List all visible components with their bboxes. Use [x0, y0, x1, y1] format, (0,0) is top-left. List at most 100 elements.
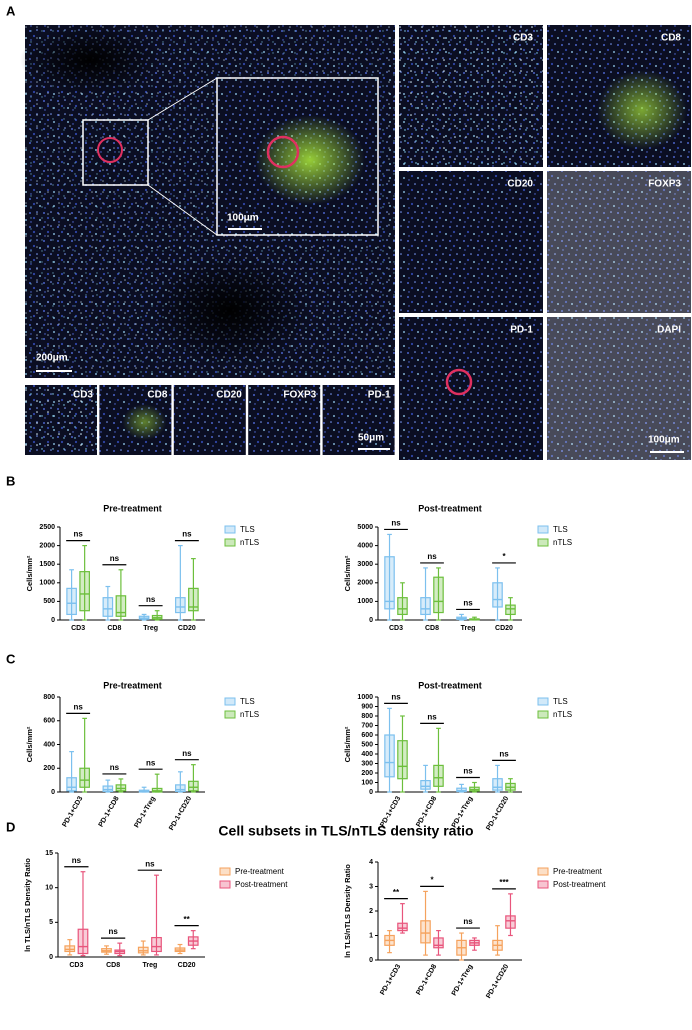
legend-label: Post-treatment: [235, 880, 288, 889]
significance-label: ns: [73, 702, 83, 711]
y-tick-label: 1000: [357, 694, 373, 701]
scale-label: 100μm: [227, 213, 259, 224]
x-tick-label: CD3: [69, 962, 83, 969]
significance-label: ns: [463, 599, 473, 608]
zoom-line: [147, 184, 218, 236]
significance-label: ns: [182, 749, 192, 758]
y-axis-label: Cells/mm²: [343, 555, 352, 591]
pd1-ring: [97, 137, 123, 163]
significance-label: ns: [499, 750, 509, 759]
channel-image: [399, 171, 543, 313]
x-tick-label: CD8: [107, 625, 121, 632]
box: [77, 928, 89, 955]
channel-label: FOXP3: [648, 179, 681, 190]
panel-label: C: [6, 651, 16, 666]
legend-swatch: [537, 525, 549, 534]
legend-label: TLS: [553, 525, 568, 534]
legend-swatch: [219, 867, 231, 876]
box: [397, 597, 408, 616]
y-axis-label: Cells/mm²: [25, 726, 34, 762]
box: [151, 936, 162, 953]
y-tick-label: 4000: [357, 542, 373, 549]
pd1-ring: [266, 135, 300, 169]
inset-box: [82, 119, 149, 186]
legend-swatch: [537, 867, 549, 876]
box: [397, 740, 408, 780]
channel-label: CD8: [661, 33, 681, 44]
legend-label: TLS: [553, 697, 568, 706]
box: [384, 556, 395, 610]
legend-label: nTLS: [240, 710, 259, 719]
y-axis-label: ln TLS/nTLS Density Ratio: [23, 858, 32, 952]
y-tick-label: 400: [43, 741, 55, 748]
zoom-line: [147, 77, 218, 121]
y-tick-label: 1500: [39, 561, 55, 568]
y-tick-label: 4: [369, 859, 373, 866]
box: [384, 734, 395, 778]
x-tick-label: CD20: [495, 625, 513, 632]
cd8-signal: [122, 404, 167, 440]
legend-swatch: [537, 538, 549, 547]
legend-swatch: [537, 697, 549, 706]
y-tick-label: 200: [43, 765, 55, 772]
cd8-signal: [597, 70, 687, 150]
channel-image: [547, 317, 691, 460]
significance-label: **: [393, 888, 400, 897]
legend-label: Post-treatment: [553, 880, 606, 889]
significance-label: ns: [182, 530, 192, 539]
panel-label: A: [6, 3, 16, 18]
scale-label: 100μm: [648, 435, 680, 446]
legend-label: TLS: [240, 697, 255, 706]
image-strip: CD3 CD8 CD20 FOXP3 PD-1 50μm: [25, 385, 395, 455]
legend-swatch: [537, 710, 549, 719]
legend-swatch: [224, 697, 236, 706]
channel-label: CD3: [73, 390, 93, 401]
y-tick-label: 0: [369, 617, 373, 624]
y-axis-label: Cells/mm²: [25, 555, 34, 591]
channel-label: CD3: [513, 33, 533, 44]
box: [188, 587, 199, 612]
chart: 0 5 10 15 ln TLS/nTLS Density Ratio CD3 ns CD8 n…: [23, 850, 288, 969]
x-tick-label: CD8: [106, 962, 120, 969]
y-tick-label: 1000: [357, 598, 373, 605]
y-tick-label: 2500: [39, 524, 55, 531]
significance-label: ns: [391, 693, 401, 702]
channel-image: [173, 385, 246, 455]
y-tick-label: 3000: [357, 561, 373, 568]
channel-label: CD20: [507, 179, 533, 190]
box: [456, 787, 467, 793]
box: [175, 597, 186, 614]
y-tick-label: 2: [369, 908, 373, 915]
significance-label: *: [502, 552, 506, 561]
box: [66, 587, 77, 616]
pd1-ring: [445, 368, 473, 396]
image-dark-region: [150, 255, 310, 365]
channel-image: [248, 385, 321, 455]
legend-swatch: [224, 538, 236, 547]
y-tick-label: 2000: [357, 580, 373, 587]
x-tick-label: CD3: [71, 625, 85, 632]
significance-label: ns: [72, 856, 82, 865]
channel-label: CD20: [216, 390, 242, 401]
channel-label: PD-1: [510, 325, 533, 336]
y-tick-label: 15: [45, 850, 53, 857]
y-tick-label: 0: [51, 617, 55, 624]
y-tick-label: 500: [361, 741, 373, 748]
y-tick-label: 5: [49, 919, 53, 926]
panel-label: D: [6, 819, 15, 834]
legend-label: nTLS: [240, 538, 259, 547]
y-tick-label: 0: [369, 789, 373, 796]
significance-label: ns: [110, 763, 120, 772]
box: [102, 597, 114, 617]
y-tick-label: 200: [361, 770, 373, 777]
significance-label: ns: [108, 927, 118, 936]
scale-label: 200μm: [36, 353, 68, 364]
y-tick-label: 100: [361, 779, 373, 786]
y-tick-label: 300: [361, 760, 373, 767]
significance-label: ns: [146, 595, 156, 604]
box: [66, 777, 77, 792]
image-texture: [399, 25, 543, 167]
x-tick-label: CD20: [178, 625, 196, 632]
box: [188, 780, 199, 792]
